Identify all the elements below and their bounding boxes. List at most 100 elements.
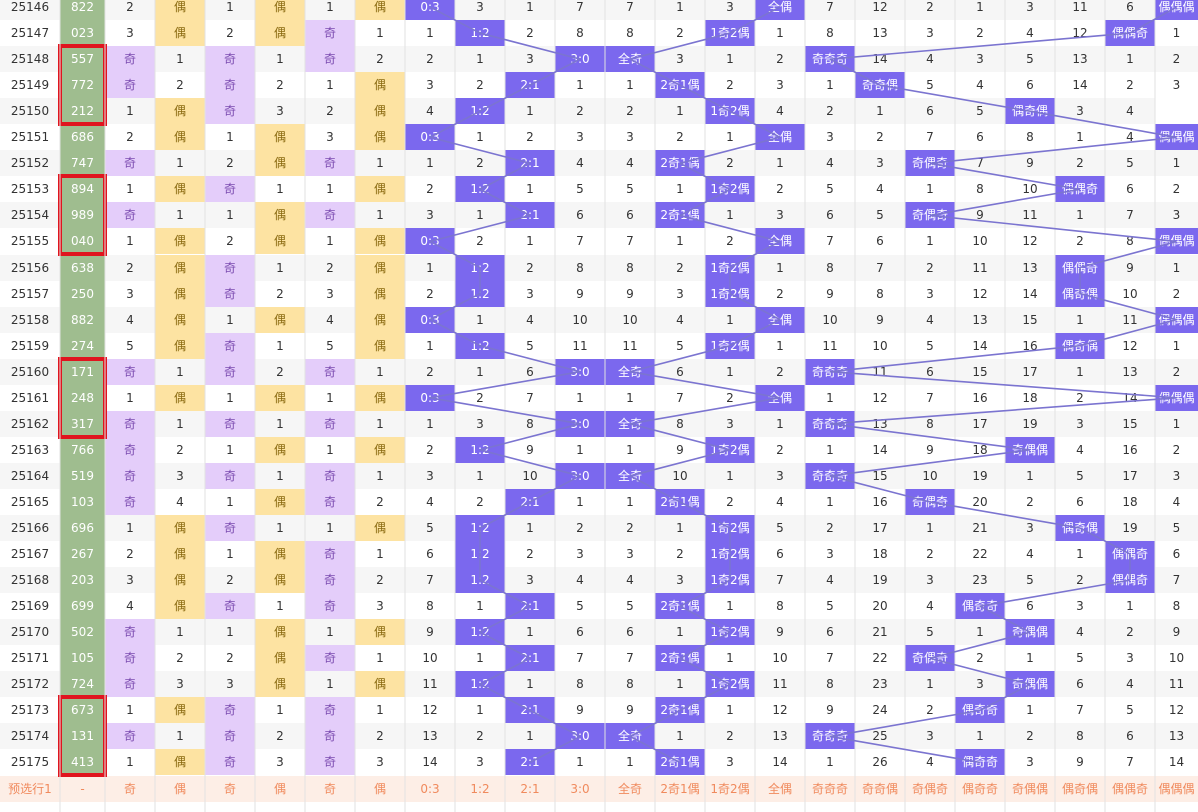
pattern-cell: 8 — [805, 20, 855, 47]
pattern-cell: 3 — [605, 541, 655, 568]
pattern-cell: 2 — [505, 541, 555, 568]
parity-cell: 奇 — [305, 488, 355, 515]
pattern-cell: 4 — [905, 46, 955, 73]
pattern-cell: 偶偶奇 — [1105, 567, 1155, 594]
pattern-cell: 1奇2偶 — [705, 567, 755, 594]
pattern-cell: 10 — [1155, 645, 1198, 672]
pattern-cell: 12 — [855, 384, 905, 411]
pattern-cell: 5 — [505, 332, 555, 359]
pattern-cell: 3 — [755, 72, 805, 99]
number-cell: 519 — [60, 462, 105, 489]
parity-cell: 2 — [155, 72, 205, 99]
parity-cell: 2 — [355, 567, 405, 594]
pattern-cell: 3 — [955, 46, 1005, 73]
parity-cell: 1 — [255, 46, 305, 73]
pattern-cell: 6 — [955, 124, 1005, 151]
pattern-cell: 1 — [705, 124, 755, 151]
number-cell: 171 — [60, 358, 105, 385]
pattern-cell: 13 — [1055, 46, 1105, 73]
pattern-cell: 9 — [605, 697, 655, 724]
parity-cell: 2 — [255, 280, 305, 307]
pattern-cell: 14 — [1005, 280, 1055, 307]
pattern-cell: 偶偶偶 — [1155, 124, 1198, 151]
pattern-cell: 12 — [1155, 697, 1198, 724]
pattern-cell: 16 — [855, 488, 905, 515]
pattern-cell: 26 — [855, 749, 905, 776]
pattern-cell: 3:0 — [555, 410, 605, 437]
parity-cell: 奇 — [205, 593, 255, 620]
pattern-cell: 11 — [1105, 306, 1155, 333]
pattern-cell: 10 — [855, 332, 905, 359]
pattern-cell: 3:0 — [555, 46, 605, 73]
pattern-cell: 23 — [855, 671, 905, 698]
pattern-cell: 奇偶奇 — [905, 488, 955, 515]
parity-cell: 偶 — [155, 541, 205, 568]
pattern-cell: 2 — [905, 254, 955, 281]
pattern-cell: 2 — [405, 46, 455, 73]
parity-cell: 3 — [355, 749, 405, 776]
pattern-cell: 1 — [1105, 593, 1155, 620]
pattern-cell: 1 — [605, 384, 655, 411]
preview-cell: 2:1 — [505, 775, 555, 802]
pattern-cell: 4 — [755, 98, 805, 125]
pattern-cell: 13 — [1105, 358, 1155, 385]
pattern-cell: 1奇2偶 — [705, 176, 755, 203]
pattern-cell: 1:2 — [455, 176, 505, 203]
pattern-cell: 奇奇奇 — [805, 462, 855, 489]
parity-cell: 3 — [105, 567, 155, 594]
parity-cell: 偶 — [355, 619, 405, 646]
pattern-cell: 14 — [1055, 72, 1105, 99]
number-cell: 250 — [60, 280, 105, 307]
pattern-cell: 1 — [755, 20, 805, 47]
parity-cell: 2 — [255, 72, 305, 99]
pattern-cell: 4 — [755, 488, 805, 515]
pattern-cell: 3 — [905, 723, 955, 750]
parity-cell: 奇 — [205, 176, 255, 203]
pattern-cell: 3 — [455, 0, 505, 21]
pattern-cell: 1:2 — [455, 280, 505, 307]
parity-cell: 奇 — [305, 462, 355, 489]
number-cell: 766 — [60, 436, 105, 463]
red-highlight-box — [58, 356, 107, 439]
pattern-cell: 20 — [955, 488, 1005, 515]
pattern-cell: 1 — [805, 488, 855, 515]
pattern-cell: 2 — [855, 124, 905, 151]
pattern-cell: 1 — [705, 358, 755, 385]
parity-cell: 1 — [105, 515, 155, 542]
pattern-cell: 偶奇奇 — [955, 749, 1005, 776]
pattern-cell: 6 — [805, 202, 855, 229]
parity-cell: 1 — [305, 436, 355, 463]
pattern-cell: 2 — [905, 697, 955, 724]
pattern-cell: 24 — [855, 697, 905, 724]
parity-cell: 偶 — [155, 567, 205, 594]
parity-cell: 2 — [205, 567, 255, 594]
pattern-cell: 1 — [455, 358, 505, 385]
parity-cell: 3 — [105, 20, 155, 47]
pattern-cell: 1奇2偶 — [705, 541, 755, 568]
pattern-cell: 2奇1偶 — [655, 72, 705, 99]
pattern-cell: 1奇2偶 — [705, 515, 755, 542]
pattern-cell: 13 — [855, 410, 905, 437]
pattern-cell: 19 — [1005, 410, 1055, 437]
issue-cell: 25164 — [0, 462, 60, 489]
issue-cell: 25158 — [0, 306, 60, 333]
pattern-cell: 6 — [755, 541, 805, 568]
pattern-cell: 1 — [805, 72, 855, 99]
pattern-cell: 1奇2偶 — [705, 332, 755, 359]
pattern-cell: 1 — [1155, 20, 1198, 47]
pattern-cell: 1 — [905, 671, 955, 698]
parity-cell: 奇 — [305, 410, 355, 437]
pattern-cell: 6 — [1105, 0, 1155, 21]
pattern-cell: 7 — [605, 645, 655, 672]
number-cell: 822 — [60, 0, 105, 21]
pattern-cell: 奇奇奇 — [805, 723, 855, 750]
pattern-cell: 3 — [705, 749, 755, 776]
pattern-cell: 5 — [605, 176, 655, 203]
parity-cell: 1 — [205, 619, 255, 646]
pattern-cell: 10 — [1105, 280, 1155, 307]
issue-cell: 25148 — [0, 46, 60, 73]
pattern-cell: 4 — [905, 749, 955, 776]
parity-cell: 1 — [355, 541, 405, 568]
pattern-cell: 全奇 — [605, 410, 655, 437]
pattern-cell: 4 — [805, 567, 855, 594]
